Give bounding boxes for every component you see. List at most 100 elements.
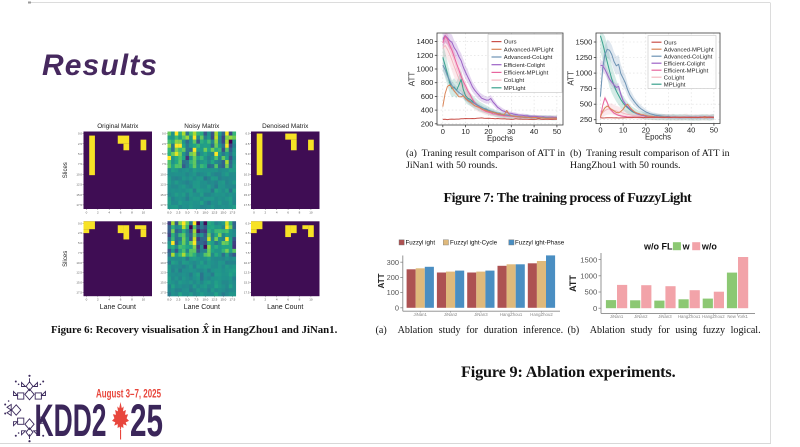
svg-text:JiNan1: JiNan1 — [610, 314, 624, 319]
svg-text:1500: 1500 — [575, 38, 592, 47]
svg-text:w/o FL: w/o FL — [643, 242, 673, 252]
svg-text:2.5: 2.5 — [162, 142, 166, 146]
svg-text:12.5: 12.5 — [211, 298, 217, 302]
svg-text:2.5: 2.5 — [78, 142, 82, 146]
svg-text:6: 6 — [120, 298, 122, 302]
svg-text:40: 40 — [530, 127, 538, 136]
svg-text:2.5: 2.5 — [176, 298, 181, 302]
svg-text:100: 100 — [387, 288, 399, 297]
svg-text:0: 0 — [441, 127, 445, 136]
svg-text:1000: 1000 — [575, 69, 592, 78]
svg-text:HangZhou1: HangZhou1 — [500, 312, 523, 317]
svg-text:5.0: 5.0 — [185, 210, 190, 214]
svg-text:MPLight: MPLight — [664, 82, 686, 88]
svg-text:2: 2 — [97, 210, 99, 214]
svg-text:Epochs: Epochs — [487, 134, 513, 143]
svg-text:5.0: 5.0 — [162, 152, 166, 156]
svg-text:ATT: ATT — [567, 71, 576, 86]
svg-text:Denoised Matrix: Denoised Matrix — [262, 123, 309, 130]
svg-text:Lane Count: Lane Count — [100, 304, 136, 311]
svg-text:1000: 1000 — [416, 65, 433, 74]
svg-text:15.0: 15.0 — [76, 281, 82, 285]
svg-text:10.0: 10.0 — [160, 261, 166, 265]
svg-text:50: 50 — [553, 127, 561, 136]
svg-text:2.5: 2.5 — [245, 231, 249, 235]
svg-text:17.5: 17.5 — [229, 298, 235, 302]
svg-text:0.0: 0.0 — [167, 298, 172, 302]
svg-text:15.0: 15.0 — [244, 281, 250, 285]
svg-text:25: 25 — [130, 395, 163, 446]
svg-text:Lane Count: Lane Count — [267, 304, 303, 311]
svg-text:10.0: 10.0 — [76, 261, 82, 265]
svg-text:0: 0 — [86, 298, 88, 302]
svg-text:10: 10 — [461, 127, 469, 136]
svg-text:Ours: Ours — [504, 40, 517, 46]
svg-text:20: 20 — [484, 127, 492, 136]
svg-text:17.5: 17.5 — [76, 290, 82, 294]
svg-text:12.5: 12.5 — [160, 183, 166, 187]
svg-text:Slices: Slices — [63, 251, 69, 267]
svg-text:0: 0 — [86, 210, 88, 214]
svg-text:50: 50 — [710, 125, 718, 134]
svg-text:ATT: ATT — [408, 72, 417, 87]
svg-text:JiNan2: JiNan2 — [444, 312, 458, 317]
svg-text:7.5: 7.5 — [162, 162, 166, 166]
svg-text:2: 2 — [264, 298, 266, 302]
svg-text:HangZhou2: HangZhou2 — [530, 312, 553, 317]
svg-text:Fuzzyl ight-Phase: Fuzzyl ight-Phase — [515, 240, 565, 247]
svg-text:2: 2 — [264, 210, 266, 214]
svg-text:Advanced-CoLight: Advanced-CoLight — [504, 55, 553, 61]
svg-text:2.5: 2.5 — [245, 142, 249, 146]
svg-text:7.5: 7.5 — [162, 251, 166, 255]
svg-text:Fuzzyl ight-Cycle: Fuzzyl ight-Cycle — [450, 240, 498, 247]
svg-text:New York1: New York1 — [727, 314, 748, 319]
svg-text:10.0: 10.0 — [244, 261, 250, 265]
svg-text:2.5: 2.5 — [78, 231, 82, 235]
svg-text:JiNan3: JiNan3 — [658, 314, 672, 319]
svg-text:6: 6 — [287, 210, 289, 214]
svg-text:1200: 1200 — [416, 51, 433, 60]
svg-text:MPLight: MPLight — [504, 86, 526, 92]
svg-text:0.0: 0.0 — [167, 210, 172, 214]
svg-text:1500: 1500 — [580, 255, 597, 264]
svg-text:600: 600 — [421, 92, 434, 101]
svg-text:15.0: 15.0 — [220, 298, 226, 302]
svg-text:15.0: 15.0 — [220, 210, 226, 214]
svg-text:7.5: 7.5 — [194, 298, 199, 302]
svg-text:Efficient-Colight: Efficient-Colight — [504, 63, 546, 69]
svg-text:August 3–7, 2025: August 3–7, 2025 — [96, 389, 161, 401]
svg-text:200: 200 — [421, 119, 434, 128]
svg-text:w: w — [682, 242, 691, 252]
svg-text:30: 30 — [507, 127, 515, 136]
svg-text:800: 800 — [421, 78, 434, 87]
svg-text:Ours: Ours — [664, 40, 677, 46]
svg-text:ATT: ATT — [377, 273, 386, 288]
svg-text:0.0: 0.0 — [78, 132, 82, 136]
svg-text:Advanced-MPLight: Advanced-MPLight — [504, 47, 554, 53]
svg-text:0: 0 — [253, 298, 255, 302]
svg-text:10.0: 10.0 — [244, 172, 250, 176]
svg-text:750: 750 — [580, 84, 593, 93]
svg-text:10.0: 10.0 — [160, 172, 166, 176]
svg-text:1250: 1250 — [575, 53, 592, 62]
svg-text:0: 0 — [593, 304, 597, 313]
svg-text:15.0: 15.0 — [76, 193, 82, 197]
svg-text:4: 4 — [276, 210, 278, 214]
svg-text:250: 250 — [580, 115, 593, 124]
svg-text:5.0: 5.0 — [245, 152, 249, 156]
svg-text:Efficient-MPLight: Efficient-MPLight — [504, 71, 549, 77]
svg-text:7.5: 7.5 — [245, 251, 249, 255]
svg-text:5.0: 5.0 — [78, 152, 82, 156]
svg-text:w/o: w/o — [701, 242, 718, 252]
svg-text:5.0: 5.0 — [78, 241, 82, 245]
svg-text:JiNan2: JiNan2 — [634, 314, 648, 319]
svg-text:20: 20 — [642, 125, 650, 134]
svg-text:10: 10 — [309, 298, 313, 302]
svg-text:12.5: 12.5 — [76, 271, 82, 275]
svg-text:12.5: 12.5 — [76, 183, 82, 187]
svg-text:0: 0 — [253, 210, 255, 214]
svg-text:10: 10 — [619, 125, 627, 134]
svg-text:6: 6 — [120, 210, 122, 214]
svg-text:1400: 1400 — [416, 37, 433, 46]
svg-text:5.0: 5.0 — [245, 241, 249, 245]
